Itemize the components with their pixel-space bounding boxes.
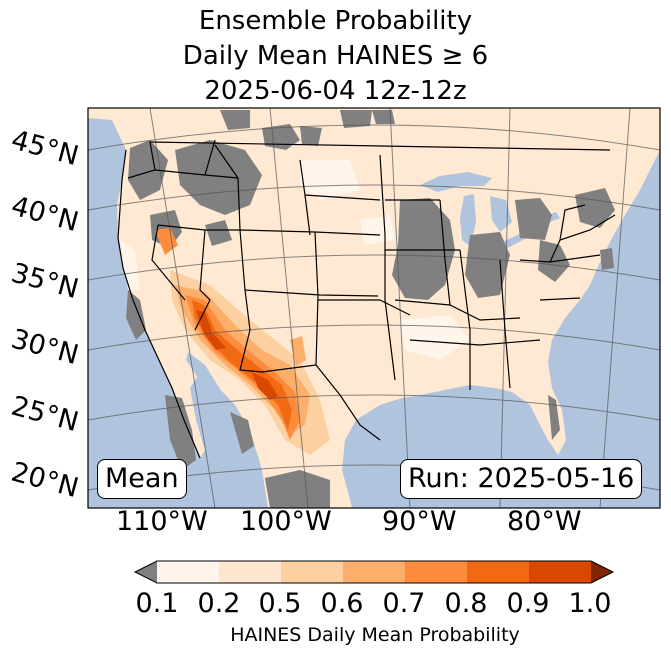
run-date-label: Run: 2025-05-16 (400, 459, 643, 499)
colorbar-over-arrow (591, 561, 613, 583)
colorbar-segment (529, 561, 591, 583)
colorbar-under-arrow (135, 561, 157, 583)
gulf-of-california (186, 352, 236, 420)
colorbar-tick-0.2: 0.2 (197, 588, 241, 619)
colorbar-tick-0.8: 0.8 (444, 588, 488, 619)
colorbar (133, 560, 615, 584)
colorbar-segment (157, 561, 219, 583)
colorbar-title: HAINES Daily Mean Probability (230, 624, 520, 646)
colorbar-tick-0.1: 0.1 (135, 588, 179, 619)
title-line-1: Ensemble Probability (198, 6, 473, 36)
lon-label-110: 110°W (116, 506, 208, 537)
lon-label-100: 100°W (240, 506, 332, 537)
title-line-3: 2025-06-04 12z-12z (204, 76, 467, 106)
lake-huron (490, 196, 512, 232)
lon-label-90: 90°W (382, 506, 457, 537)
colorbar-tick-0.7: 0.7 (382, 588, 426, 619)
colorbar-segment (343, 561, 405, 583)
mean-label: Mean (97, 459, 187, 499)
colorbar-tick-1.0: 1.0 (568, 588, 612, 619)
colorbar-segment (467, 561, 529, 583)
colorbar-segment (281, 561, 343, 583)
colorbar-outline (133, 560, 615, 584)
boundaries (117, 139, 616, 459)
colorbar-tick-0.5: 0.5 (258, 588, 302, 619)
no-data-regions (126, 110, 615, 508)
colorbar-segment (219, 561, 281, 583)
lon-label-80: 80°W (507, 506, 582, 537)
colorbar-tick-0.6: 0.6 (320, 588, 364, 619)
title-line-2: Daily Mean HAINES ≥ 6 (182, 41, 489, 71)
lake-superior (420, 172, 492, 192)
lake-michigan (460, 194, 476, 246)
colorbar-segment (405, 561, 467, 583)
graticule (88, 108, 660, 508)
colorbar-tick-0.9: 0.9 (506, 588, 550, 619)
